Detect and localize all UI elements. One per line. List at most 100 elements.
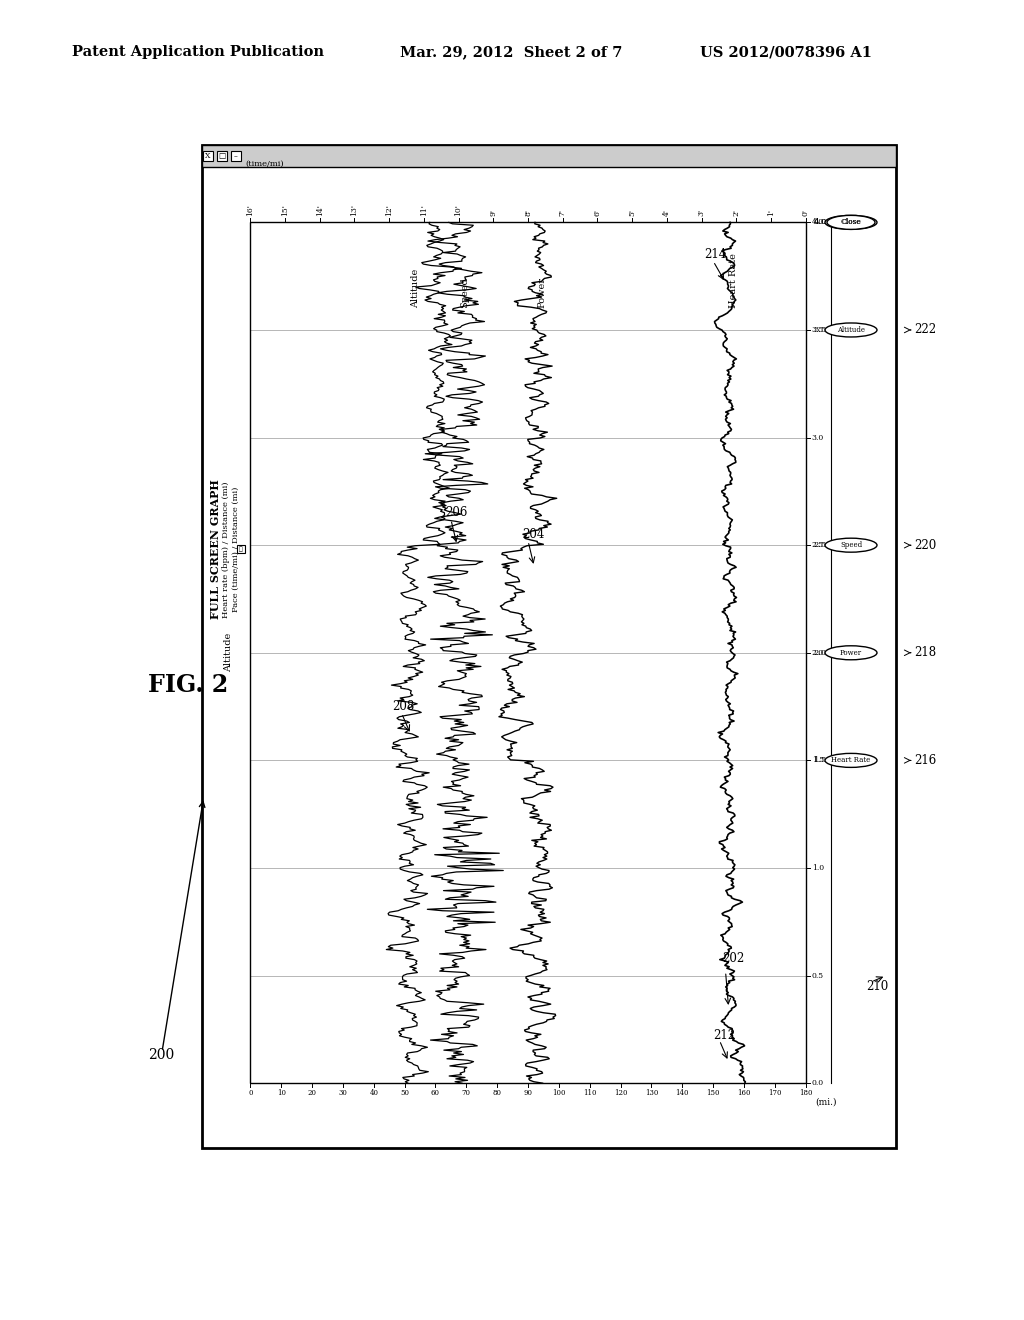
Text: ✓: ✓	[239, 546, 243, 552]
Text: 180: 180	[799, 1089, 812, 1097]
Text: Close: Close	[841, 218, 861, 226]
Bar	[202, 145, 896, 1148]
Text: 8': 8'	[524, 210, 532, 216]
Text: 3.5: 3.5	[814, 326, 827, 334]
Bar	[217, 152, 226, 161]
Ellipse shape	[825, 323, 877, 337]
Bar	[203, 152, 213, 161]
Text: 170: 170	[768, 1089, 781, 1097]
Text: 140: 140	[676, 1089, 689, 1097]
Ellipse shape	[825, 754, 877, 767]
Text: □: □	[218, 152, 225, 160]
Text: 212: 212	[713, 1030, 735, 1043]
Ellipse shape	[825, 539, 877, 552]
Text: 4.0: 4.0	[812, 218, 824, 226]
Bar	[202, 145, 896, 168]
Text: 100: 100	[552, 1089, 565, 1097]
Text: 6': 6'	[594, 210, 601, 216]
Text: 2.0: 2.0	[814, 649, 826, 657]
Text: 4.0: 4.0	[814, 218, 827, 226]
Text: 208: 208	[392, 700, 415, 713]
Text: Speed: Speed	[840, 541, 862, 549]
Text: 204: 204	[522, 528, 544, 541]
Text: 13': 13'	[350, 205, 358, 216]
Text: 15': 15'	[281, 205, 289, 216]
Text: US 2012/0078396 A1: US 2012/0078396 A1	[700, 45, 872, 59]
Text: 130: 130	[645, 1089, 658, 1097]
Text: (mi.): (mi.)	[816, 1097, 838, 1106]
Text: 150: 150	[707, 1089, 720, 1097]
Text: 50: 50	[400, 1089, 410, 1097]
Text: 10: 10	[276, 1089, 286, 1097]
Ellipse shape	[825, 645, 877, 660]
Text: 3.0: 3.0	[812, 433, 824, 442]
Bar	[237, 545, 245, 553]
Text: 1.5: 1.5	[814, 756, 827, 764]
Text: 30: 30	[339, 1089, 347, 1097]
Text: 1.0: 1.0	[812, 865, 824, 873]
Text: 120: 120	[613, 1089, 628, 1097]
Text: 60: 60	[431, 1089, 440, 1097]
Text: 12': 12'	[385, 205, 393, 216]
Text: 20: 20	[307, 1089, 316, 1097]
Text: 5': 5'	[628, 210, 636, 216]
Bar	[230, 152, 241, 161]
Text: Heart Rate: Heart Rate	[831, 756, 870, 764]
Bar	[250, 222, 806, 1084]
Text: 220: 220	[914, 539, 936, 552]
Text: Patent Application Publication: Patent Application Publication	[72, 45, 324, 59]
Ellipse shape	[825, 215, 877, 230]
Text: 2.5: 2.5	[812, 541, 824, 549]
Text: 70: 70	[462, 1089, 471, 1097]
Text: 90: 90	[523, 1089, 532, 1097]
Text: 1.5: 1.5	[812, 756, 824, 764]
Text: 200: 200	[148, 1048, 174, 1063]
Ellipse shape	[827, 215, 874, 230]
Text: 2': 2'	[732, 210, 740, 216]
Text: Heart rate (bpm) / Distance (mi): Heart rate (bpm) / Distance (mi)	[222, 482, 229, 618]
Text: 214: 214	[703, 248, 726, 261]
Text: 7': 7'	[559, 210, 566, 216]
Text: 0.5: 0.5	[812, 972, 824, 979]
Text: 0.0: 0.0	[812, 1080, 824, 1088]
Text: –: –	[233, 152, 238, 160]
Text: Altitude: Altitude	[224, 634, 232, 672]
Text: 202: 202	[723, 952, 744, 965]
Text: 14': 14'	[315, 205, 324, 216]
Text: 110: 110	[583, 1089, 597, 1097]
Text: Power: Power	[840, 649, 862, 657]
Text: 9': 9'	[489, 210, 498, 216]
Text: 216: 216	[914, 754, 936, 767]
Text: 210: 210	[866, 979, 888, 993]
Text: 10': 10'	[455, 205, 463, 216]
Text: Heart Rate: Heart Rate	[729, 253, 737, 309]
Text: 222: 222	[914, 323, 936, 337]
Text: Altitude: Altitude	[411, 269, 420, 309]
Text: Pace (time/mi) / Distance (mi): Pace (time/mi) / Distance (mi)	[231, 487, 240, 612]
Text: 16': 16'	[247, 205, 254, 216]
Text: 0': 0'	[802, 210, 810, 216]
Text: 40: 40	[370, 1089, 378, 1097]
Text: FIG. 2: FIG. 2	[148, 673, 228, 697]
Text: 2.5: 2.5	[814, 541, 827, 549]
Text: 160: 160	[737, 1089, 751, 1097]
Text: (time/mi): (time/mi)	[246, 160, 284, 168]
Text: Altitude: Altitude	[837, 326, 865, 334]
Text: 4': 4'	[663, 210, 671, 216]
Text: 3': 3'	[697, 210, 706, 216]
Text: 206: 206	[444, 507, 467, 519]
Text: Mar. 29, 2012  Sheet 2 of 7: Mar. 29, 2012 Sheet 2 of 7	[400, 45, 623, 59]
Text: 80: 80	[493, 1089, 502, 1097]
Text: FULL SCREEN GRAPH: FULL SCREEN GRAPH	[210, 479, 221, 619]
Text: 0: 0	[248, 1089, 253, 1097]
Text: 11': 11'	[420, 205, 428, 216]
Text: 4.0: 4.0	[814, 218, 827, 226]
Text: X: X	[205, 152, 210, 160]
Text: Power: Power	[538, 277, 546, 309]
Text: 3.5: 3.5	[812, 326, 824, 334]
Text: 2.0: 2.0	[812, 649, 824, 657]
Text: Close: Close	[842, 218, 860, 226]
Text: 218: 218	[914, 647, 936, 659]
Text: Speed: Speed	[460, 277, 469, 309]
Text: 1': 1'	[767, 210, 775, 216]
